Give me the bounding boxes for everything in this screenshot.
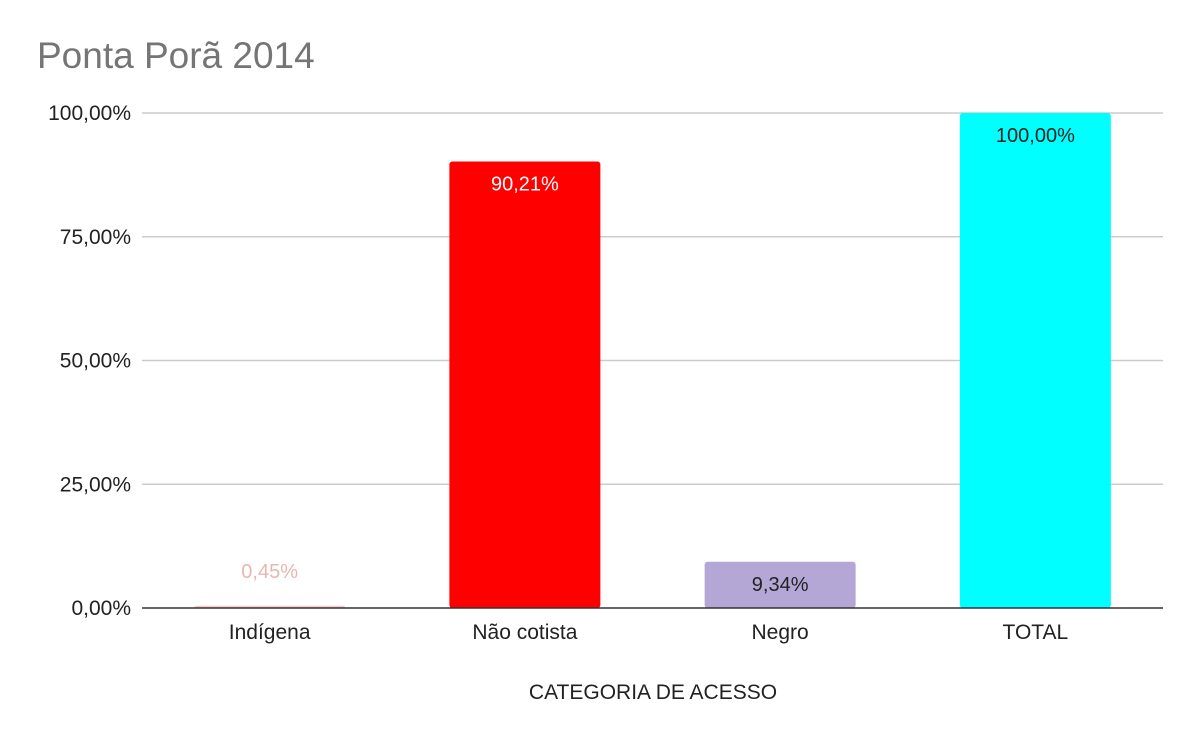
data-label: 9,34%: [752, 574, 809, 596]
y-tick-label: 25,00%: [60, 473, 131, 496]
x-tick-label: Indígena: [229, 621, 311, 644]
y-tick-label: 75,00%: [60, 226, 131, 249]
y-tick-label: 0,00%: [71, 597, 131, 620]
x-tick-label: Negro: [752, 621, 809, 644]
bar: [704, 561, 856, 608]
data-label: 0,45%: [241, 561, 298, 583]
data-label: 100,00%: [996, 125, 1075, 147]
x-axis-ticks: Indígena Não cotista Negro TOTAL: [229, 621, 1069, 644]
data-label: 90,21%: [491, 173, 559, 195]
y-tick-label: 50,00%: [60, 350, 131, 373]
x-tick-label: TOTAL: [1003, 621, 1069, 644]
bar: [959, 113, 1111, 608]
y-tick-label: 100,00%: [48, 102, 131, 125]
bar: [449, 161, 601, 608]
data-labels: 0,45% 90,21% 9,34% 100,00%: [241, 125, 1075, 596]
chart-title: Ponta Porã 2014: [37, 35, 315, 76]
y-axis-ticks: 0,00% 25,00% 50,00% 75,00% 100,00%: [48, 102, 131, 620]
x-tick-label: Não cotista: [472, 621, 577, 644]
bars: [194, 113, 1111, 608]
x-axis-label: CATEGORIA DE ACESSO: [529, 681, 777, 704]
